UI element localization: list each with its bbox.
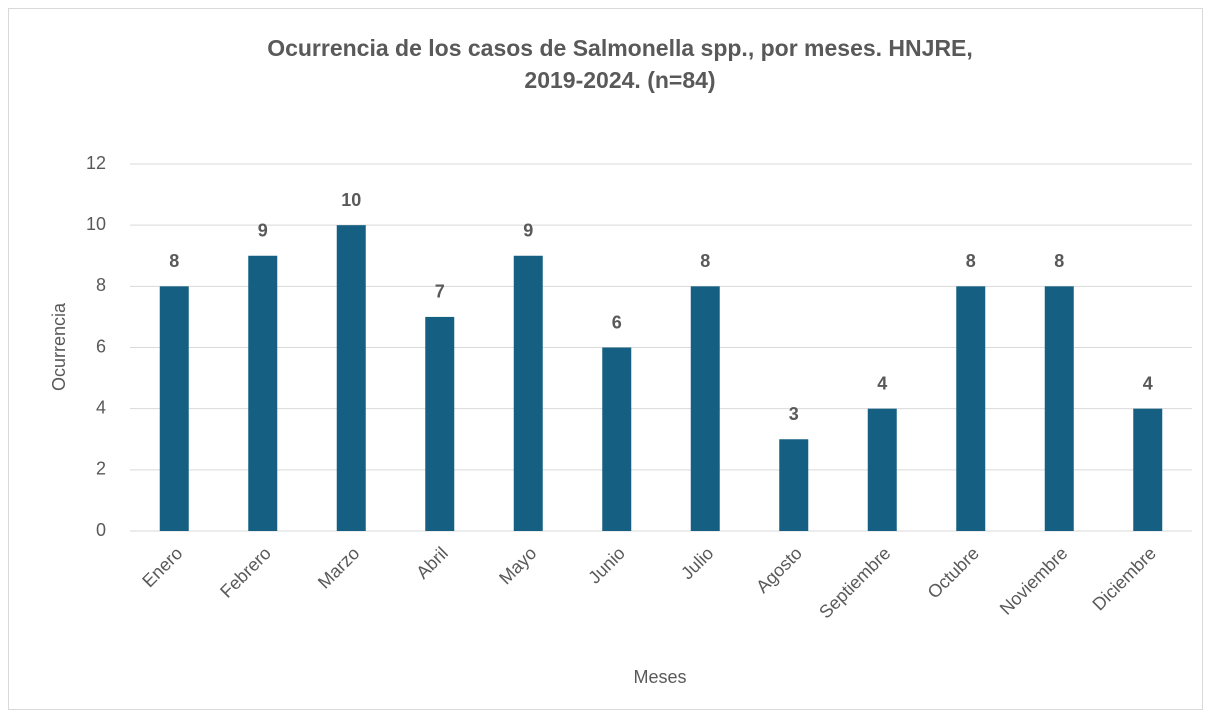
value-label: 9: [258, 221, 268, 241]
bar: [248, 255, 278, 531]
x-tick-label: Agosto: [752, 543, 806, 597]
x-tick-label: Diciembre: [1088, 543, 1159, 614]
value-label: 8: [966, 251, 976, 271]
y-axis-label: Ocurrencia: [49, 302, 69, 391]
value-label: 6: [612, 312, 622, 332]
bar: [1133, 408, 1163, 531]
value-label: 4: [1143, 373, 1153, 393]
y-tick-label: 10: [86, 214, 106, 234]
bar: [159, 286, 189, 531]
value-label: 3: [789, 404, 799, 424]
value-label: 8: [1054, 251, 1064, 271]
bar: [1044, 286, 1074, 531]
bar: [779, 439, 809, 531]
bar: [867, 408, 897, 531]
bar: [425, 316, 455, 531]
y-tick-label: 8: [96, 275, 106, 295]
y-tick-label: 6: [96, 336, 106, 356]
bar: [513, 255, 543, 531]
x-tick-label: Marzo: [314, 543, 364, 593]
chart-border: [8, 8, 1203, 710]
value-label: 7: [435, 282, 445, 302]
bar: [956, 286, 986, 531]
bar: [602, 347, 632, 531]
x-tick-label: Junio: [584, 543, 629, 588]
x-tick-label: Septiembre: [815, 543, 894, 622]
value-label: 8: [700, 251, 710, 271]
x-tick-label: Febrero: [216, 543, 275, 602]
x-axis-label: Meses: [633, 667, 686, 687]
y-tick-label: 0: [96, 520, 106, 540]
x-tick-label: Enero: [138, 543, 186, 591]
x-tick-label: Noviembre: [996, 543, 1072, 619]
y-tick-label: 4: [96, 397, 106, 417]
y-tick-label: 2: [96, 459, 106, 479]
value-label: 9: [523, 221, 533, 241]
bar: [336, 225, 366, 531]
y-tick-label: 12: [86, 153, 106, 173]
x-tick-label: Abril: [412, 543, 452, 583]
x-tick-label: Octubre: [924, 543, 983, 602]
value-label: 8: [169, 251, 179, 271]
chart-title: Ocurrencia de los casos de Salmonella sp…: [267, 35, 973, 93]
value-label: 10: [341, 190, 361, 210]
x-tick-label: Julio: [677, 543, 717, 583]
x-tick-label: Mayo: [495, 543, 540, 588]
value-label: 4: [877, 373, 887, 393]
bar: [690, 286, 720, 531]
